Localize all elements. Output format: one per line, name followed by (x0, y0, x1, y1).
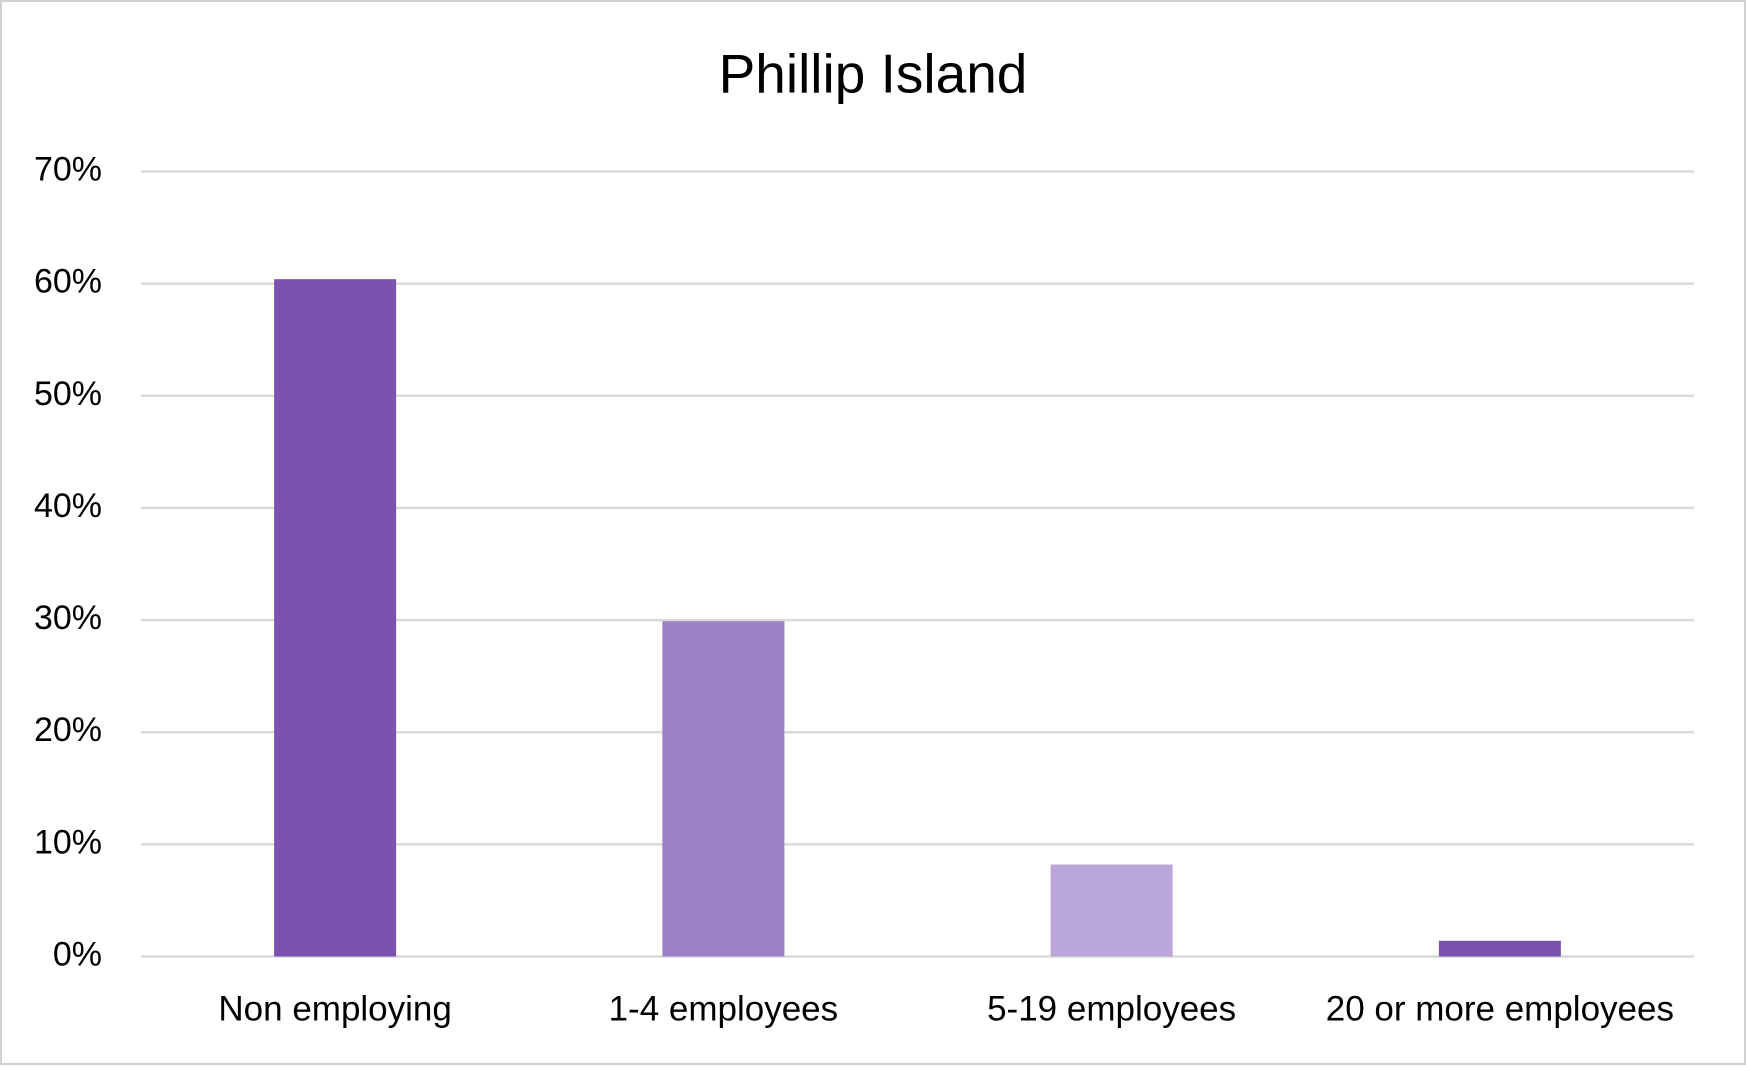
chart-title: Phillip Island (719, 43, 1028, 105)
y-tick-label: 20% (34, 711, 102, 749)
bar (1438, 940, 1561, 957)
x-tick-label: 1-4 employees (609, 989, 839, 1028)
y-tick-label: 30% (34, 599, 102, 637)
y-tick-label: 0% (53, 935, 102, 973)
y-tick-label: 40% (34, 487, 102, 525)
x-tick-label: Non employing (218, 989, 451, 1028)
y-tick-label: 50% (34, 375, 102, 413)
y-tick-label: 10% (34, 823, 102, 861)
bar (1050, 864, 1173, 957)
y-tick-label: 60% (34, 263, 102, 301)
bar (274, 279, 397, 957)
x-tick-label: 20 or more employees (1326, 989, 1674, 1028)
x-tick-label: 5-19 employees (987, 989, 1236, 1028)
bar (662, 621, 785, 957)
y-tick-label: 70% (34, 150, 102, 188)
